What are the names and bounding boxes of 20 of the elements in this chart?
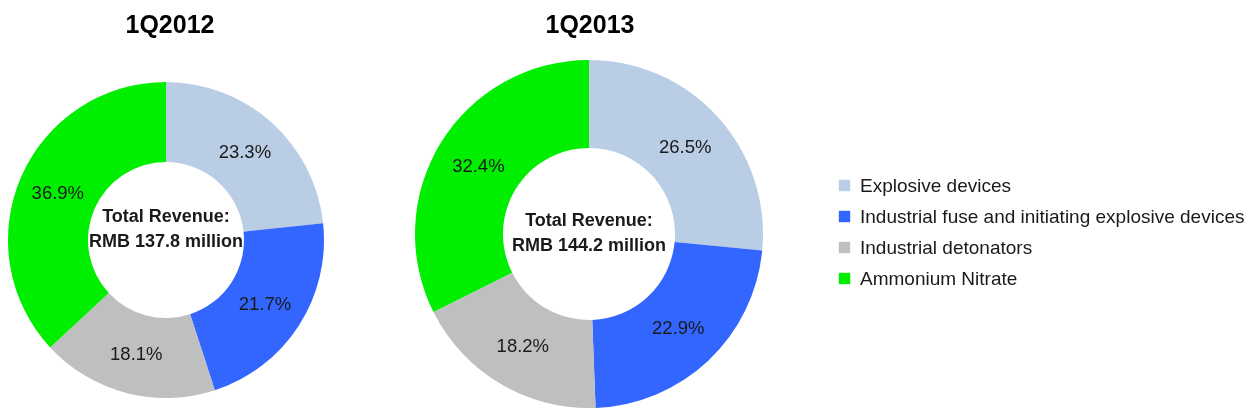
data-label: 26.5% [658,135,712,157]
chart-title: 1Q2013 [545,10,635,38]
data-label: 18.2% [496,334,550,356]
legend-label: Industrial detonators [860,236,1033,258]
legend-label: Explosive devices [860,174,1012,196]
text: Total Revenue: [102,205,230,226]
text: Total Revenue: [525,209,653,230]
legend-label: Industrial fuse and initiating explosive devices [860,205,1245,227]
legend-label: Ammonium Nitrate [860,267,1018,289]
text: RMB 144.2 million [511,234,667,255]
data-label: 23.3% [218,141,272,163]
donut-slice [433,272,596,408]
chart-title: 1Q2012 [125,10,215,38]
data-label: 22.9% [652,317,705,339]
text: RMB 137.8 million [88,230,244,251]
data-label: 21.7% [238,293,292,315]
data-label: 32.4% [452,154,505,176]
data-label: 36.9% [31,181,85,203]
donut-slice [50,293,215,398]
data-label: 18.1% [110,343,163,365]
